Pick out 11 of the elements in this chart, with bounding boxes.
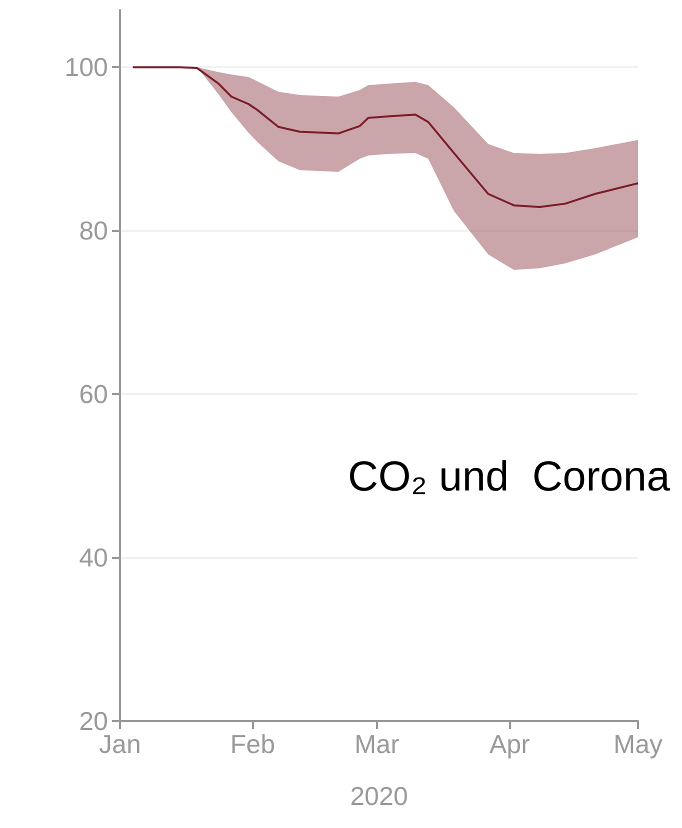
line-series [132,66,639,208]
x-tick-label: Feb [230,729,276,759]
x-tick-label: Apr [489,729,530,759]
y-tick-label: 60 [79,379,108,410]
x-tick-label: May [613,729,663,759]
y-tick-label: 80 [79,216,108,246]
y-tick-label: 100 [64,52,108,82]
x-tick-label: Mar [354,729,400,759]
x-axis-title: 2020 [350,781,408,811]
y-tick-label: 40 [79,542,108,573]
annotation: CO₂ und Corona [348,452,671,500]
